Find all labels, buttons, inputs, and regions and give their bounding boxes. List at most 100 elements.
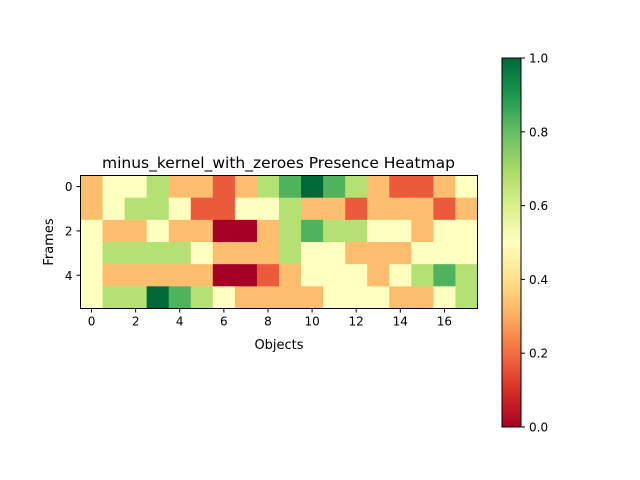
y-tick-label: 2 [65, 224, 73, 238]
y-tick-label: 4 [65, 269, 73, 283]
heatmap-cell [389, 197, 412, 221]
heatmap-cell [190, 175, 214, 199]
heatmap-cell [212, 264, 236, 287]
heatmap-cell [389, 219, 412, 243]
heatmap-cell [256, 242, 280, 265]
y-axis: 0 2 4 [65, 180, 81, 283]
heatmap-cell [102, 242, 126, 265]
heatmap-cell [345, 219, 368, 243]
heatmap-cell [367, 286, 390, 309]
heatmap-cell [345, 175, 368, 199]
heatmap-cell [345, 264, 368, 287]
heatmap-cell [323, 175, 346, 199]
colorbar-tick-label: 0.2 [529, 347, 548, 361]
heatmap-cell [146, 264, 170, 287]
heatmap-cell [301, 286, 324, 309]
heatmap-cell [433, 175, 456, 199]
x-tick-label: 0 [88, 315, 96, 329]
heatmap-cell [234, 175, 258, 199]
heatmap-cell [433, 286, 456, 309]
heatmap-cell [168, 219, 192, 243]
heatmap-cell [301, 264, 324, 287]
heatmap-cell [455, 197, 478, 221]
heatmap-cell [279, 264, 302, 287]
heatmap-cells [80, 175, 478, 309]
chart-title: minus_kernel_with_zeroes Presence Heatma… [102, 154, 455, 173]
heatmap-cell [212, 175, 236, 199]
heatmap-cell [80, 264, 103, 287]
heatmap-cell [279, 197, 302, 221]
heatmap-cell [256, 175, 280, 199]
heatmap-cell [80, 242, 103, 265]
heatmap-cell [455, 175, 478, 199]
heatmap-cell [256, 264, 280, 287]
heatmap-cell [212, 286, 236, 309]
colorbar-tick-label: 0.0 [529, 421, 548, 435]
heatmap-cell [345, 242, 368, 265]
heatmap-cell [146, 175, 170, 199]
heatmap-cell [212, 219, 236, 243]
heatmap-cell [146, 286, 170, 309]
heatmap-cell [256, 219, 280, 243]
heatmap-cell [411, 197, 434, 221]
heatmap-cell [323, 197, 346, 221]
heatmap-cell [124, 175, 148, 199]
heatmap-cell [102, 219, 126, 243]
heatmap-cell [345, 286, 368, 309]
heatmap-cell [455, 264, 478, 287]
heatmap-cell [323, 219, 346, 243]
x-tick-label: 14 [393, 315, 408, 329]
heatmap-cell [279, 175, 302, 199]
heatmap-cell [411, 242, 434, 265]
heatmap-cell [323, 242, 346, 265]
heatmap-cell [301, 175, 324, 199]
x-axis: 0 2 4 6 8 10 12 14 16 [88, 308, 452, 329]
heatmap-cell [433, 242, 456, 265]
heatmap-cell [411, 219, 434, 243]
heatmap-cell [279, 219, 302, 243]
heatmap-cell [190, 286, 214, 309]
heatmap-cell [124, 197, 148, 221]
heatmap-cell [301, 219, 324, 243]
heatmap-cell [168, 264, 192, 287]
heatmap-cell [455, 242, 478, 265]
heatmap-cell [323, 286, 346, 309]
heatmap-cell [190, 264, 214, 287]
heatmap-cell [433, 219, 456, 243]
heatmap-cell [234, 197, 258, 221]
heatmap-cell [80, 286, 103, 309]
heatmap-cell [102, 264, 126, 287]
heatmap-cell [367, 264, 390, 287]
heatmap-cell [102, 197, 126, 221]
heatmap-cell [301, 197, 324, 221]
heatmap-cell [279, 286, 302, 309]
x-tick-label: 12 [349, 315, 364, 329]
heatmap-cell [168, 242, 192, 265]
x-tick-label: 10 [304, 315, 319, 329]
heatmap-cell [367, 242, 390, 265]
colorbar-tick-label: 0.6 [529, 199, 548, 213]
x-tick-label: 16 [437, 315, 452, 329]
heatmap-cell [345, 197, 368, 221]
colorbar-axis: 0.0 0.2 0.4 0.6 0.8 1.0 [521, 52, 548, 435]
heatmap-cell [234, 242, 258, 265]
heatmap-cell [190, 219, 214, 243]
heatmap-cell [279, 242, 302, 265]
x-tick-label: 6 [220, 315, 228, 329]
heatmap-cell [168, 286, 192, 309]
x-tick-label: 8 [264, 315, 272, 329]
heatmap-cell [234, 219, 258, 243]
heatmap-cell [146, 197, 170, 221]
heatmap-cell [234, 286, 258, 309]
heatmap-cell [411, 264, 434, 287]
heatmap-cell [433, 197, 456, 221]
heatmap-cell [389, 264, 412, 287]
heatmap-cell [455, 219, 478, 243]
y-tick-label: 0 [65, 180, 73, 194]
heatmap-cell [389, 242, 412, 265]
heatmap-cell [367, 197, 390, 221]
heatmap-cell [146, 242, 170, 265]
colorbar-tick-label: 0.8 [529, 125, 548, 139]
heatmap-cell [146, 219, 170, 243]
